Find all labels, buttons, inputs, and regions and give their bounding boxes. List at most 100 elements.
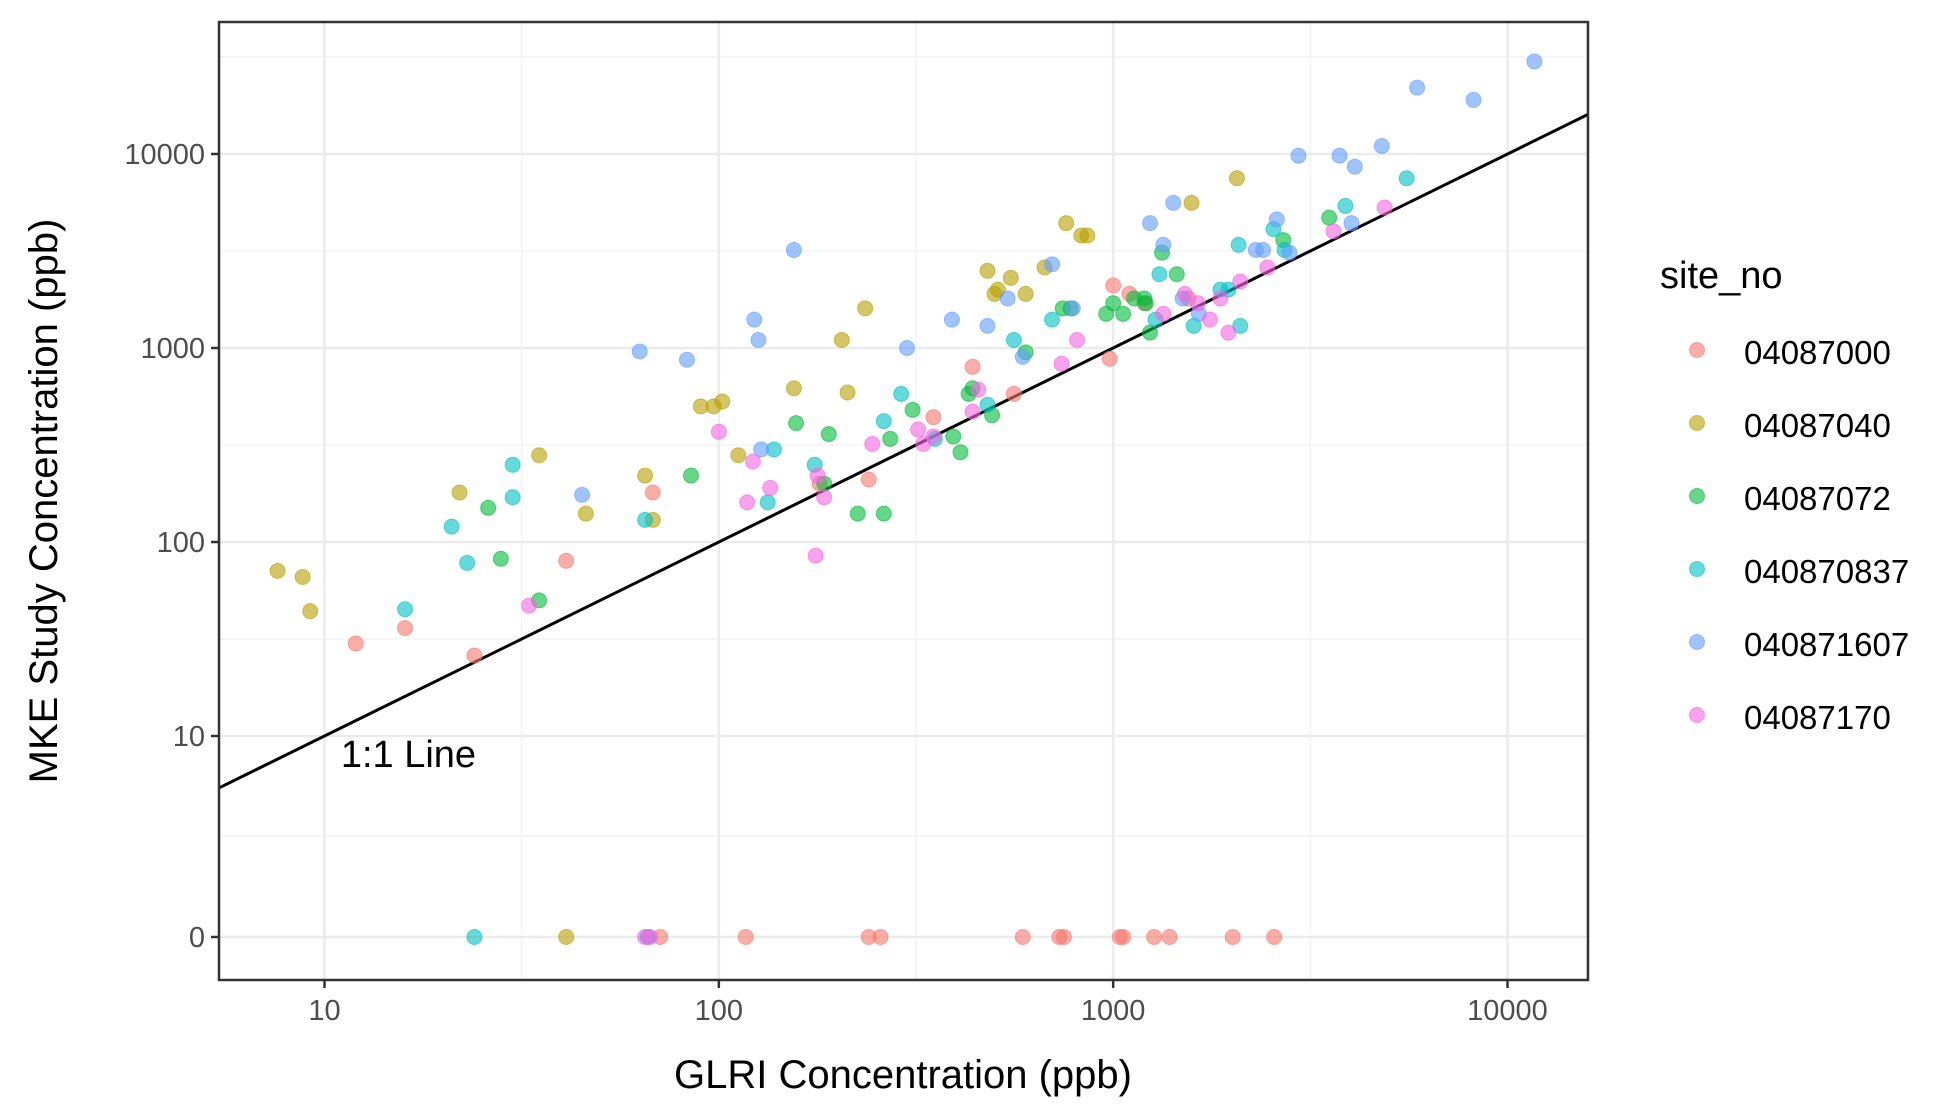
- data-point: [945, 428, 962, 445]
- data-point: [1079, 227, 1096, 244]
- x-tick-label: 100: [695, 995, 743, 1027]
- data-point: [1058, 215, 1075, 232]
- legend-label: 04087000: [1744, 334, 1891, 371]
- data-point: [1224, 929, 1241, 945]
- data-point: [875, 413, 892, 430]
- data-point: [1212, 290, 1229, 307]
- data-point: [1290, 147, 1307, 164]
- data-point: [1105, 277, 1122, 294]
- data-point: [451, 484, 468, 501]
- data-point: [1281, 244, 1298, 261]
- data-point: [882, 430, 899, 447]
- data-point: [637, 511, 654, 528]
- data-point: [999, 290, 1016, 307]
- data-point: [558, 929, 575, 945]
- legend-key: [1689, 342, 1705, 358]
- data-point: [970, 381, 987, 398]
- data-point: [964, 358, 981, 375]
- data-point: [979, 262, 996, 279]
- data-point: [1232, 273, 1249, 290]
- data-point: [964, 403, 981, 420]
- data-point: [864, 436, 881, 453]
- legend-label: 04087040: [1744, 407, 1891, 444]
- data-point: [347, 635, 364, 652]
- one-to-one-line: [218, 113, 1589, 790]
- data-point: [1398, 170, 1415, 187]
- data-point: [443, 518, 460, 535]
- legend-label: 040871607: [1744, 626, 1909, 663]
- data-point: [1137, 295, 1154, 312]
- legend-label: 040870837: [1744, 553, 1909, 590]
- data-point: [1325, 223, 1342, 240]
- data-point: [531, 447, 548, 464]
- data-point: [816, 489, 833, 506]
- data-point: [1220, 324, 1237, 341]
- x-axis-ticks: 10 100 1000 10000: [308, 980, 1548, 1027]
- data-point: [642, 929, 659, 945]
- x-tick-label: 10: [308, 995, 340, 1027]
- x-axis-title: GLRI Concentration (ppb): [674, 1053, 1132, 1097]
- legend-key: [1689, 415, 1705, 431]
- data-point: [466, 929, 483, 945]
- data-point: [807, 547, 824, 564]
- data-point: [1165, 194, 1182, 211]
- data-point: [466, 647, 483, 664]
- data-point: [397, 601, 414, 618]
- data-point: [1343, 215, 1360, 232]
- data-point: [1201, 311, 1218, 328]
- data-point: [849, 505, 866, 522]
- data-point: [504, 456, 521, 473]
- data-point: [480, 499, 497, 516]
- data-point: [714, 393, 731, 410]
- data-point: [302, 603, 319, 620]
- y-axis-ticks: 0 10 100 1000 10000: [124, 139, 219, 954]
- data-point: [904, 401, 921, 418]
- data-point: [397, 620, 414, 637]
- y-tick-label: 100: [157, 527, 205, 559]
- data-point: [459, 554, 476, 571]
- data-point: [839, 384, 856, 401]
- data-point: [1002, 269, 1019, 286]
- data-point: [730, 447, 747, 464]
- x-tick-label: 10000: [1467, 995, 1548, 1027]
- data-point: [1014, 348, 1031, 365]
- data-point: [1465, 91, 1482, 108]
- data-point: [746, 311, 763, 328]
- data-point: [753, 441, 770, 458]
- y-axis-title: MKE Study Concentration (ppb): [22, 219, 66, 784]
- data-point: [1155, 236, 1172, 253]
- data-point: [1069, 331, 1086, 348]
- data-point: [1005, 385, 1022, 402]
- data-point: [739, 494, 756, 511]
- legend-label: 04087170: [1744, 699, 1891, 736]
- data-point: [504, 489, 521, 506]
- legend: site_no 04087000 04087040 04087072 04087083…: [1660, 255, 1909, 736]
- data-point: [785, 242, 802, 259]
- data-point: [1376, 199, 1393, 216]
- data-points: [269, 53, 1543, 945]
- data-point: [737, 929, 754, 945]
- data-point: [1161, 929, 1178, 945]
- data-point: [872, 929, 889, 945]
- data-point: [925, 409, 942, 426]
- data-point: [1321, 209, 1338, 226]
- data-point: [1142, 215, 1159, 232]
- data-point: [683, 467, 700, 484]
- data-point: [678, 351, 695, 368]
- data-point: [710, 423, 727, 440]
- data-point: [1176, 285, 1193, 302]
- legend-label: 04087072: [1744, 480, 1891, 517]
- data-point: [1346, 158, 1363, 175]
- data-point: [910, 421, 927, 438]
- data-point: [1151, 266, 1168, 283]
- data-point: [820, 426, 837, 443]
- data-point: [1017, 285, 1034, 302]
- data-point: [893, 385, 910, 402]
- legend-key: [1689, 634, 1705, 650]
- data-point: [1055, 929, 1072, 945]
- data-point: [294, 569, 311, 586]
- data-point: [943, 311, 960, 328]
- y-tick-label: 10: [173, 721, 205, 753]
- data-point: [1053, 355, 1070, 372]
